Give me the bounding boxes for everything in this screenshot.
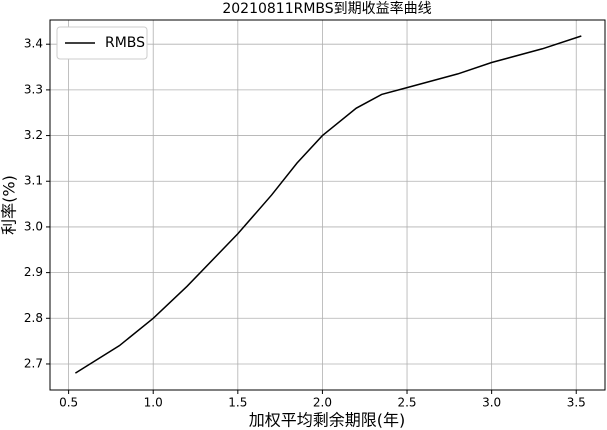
- x-axis-label: 加权平均剩余期限(年): [249, 411, 406, 430]
- y-axis-label: 利率(%): [0, 175, 19, 235]
- x-tick-label: 3.5: [567, 396, 586, 410]
- y-tick-label: 2.9: [24, 265, 43, 279]
- y-tick-label: 3.0: [24, 219, 43, 233]
- legend-label: RMBS: [105, 35, 145, 51]
- x-tick-label: 3.0: [482, 396, 501, 410]
- x-tick-label: 2.0: [313, 396, 332, 410]
- plot-frame: [49, 19, 606, 391]
- chart-title: 20210811RMBS到期收益率曲线: [222, 0, 431, 17]
- y-tick-label: 2.8: [24, 311, 43, 325]
- x-tick-label: 0.5: [59, 396, 78, 410]
- line: [74, 35, 582, 374]
- legend-box: [56, 26, 148, 60]
- x-tick-label: 1.5: [228, 396, 247, 410]
- y-tick-label: 3.2: [24, 128, 43, 142]
- y-tick-label: 3.4: [24, 37, 43, 51]
- x-tick-label: 2.5: [397, 396, 416, 410]
- y-tick-label: 2.7: [24, 356, 43, 370]
- y-tick-label: 3.3: [24, 82, 43, 96]
- x-tick-label: 1.0: [144, 396, 163, 410]
- y-tick-label: 3.1: [24, 174, 43, 188]
